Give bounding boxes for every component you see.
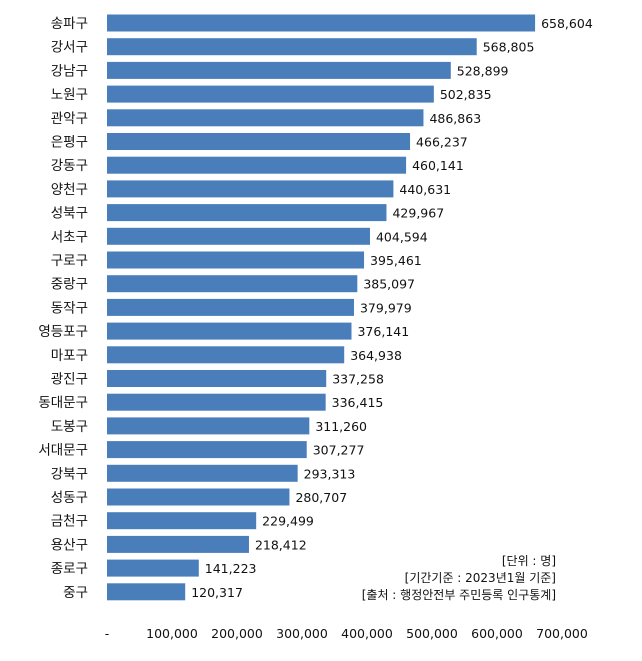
bar-7: [107, 180, 394, 198]
value-labels: 658,604 568,805 528,899 502,835 486,863 466,2…: [191, 16, 593, 600]
bar-21: [107, 512, 257, 530]
category-label: 구로구: [51, 253, 88, 269]
value-label: 486,863: [429, 111, 481, 126]
x-tick-label: 200,000: [211, 626, 263, 641]
category-label: 서대문구: [38, 443, 88, 459]
x-axis-ticks: - 100,000 200,000 300,000 400,000 500,000 600,…: [105, 626, 588, 641]
value-label: 229,499: [262, 514, 314, 529]
bar-6: [107, 156, 407, 174]
x-tick-label: 400,000: [341, 626, 393, 641]
value-label: 120,317: [191, 585, 243, 600]
note-source: [출처 : 행정안전부 주민등록 인구통계]: [362, 587, 556, 602]
bar-18: [107, 441, 307, 459]
category-label: 강북구: [51, 466, 88, 482]
bar-1: [107, 38, 477, 56]
category-label: 성동구: [51, 490, 88, 506]
category-label: 중구: [63, 585, 88, 601]
category-label: 용산구: [51, 537, 88, 553]
category-label: 중랑구: [51, 277, 88, 293]
bar-11: [107, 275, 358, 293]
category-label: 강서구: [51, 40, 88, 56]
bar-14: [107, 346, 345, 364]
x-tick-label: 300,000: [276, 626, 328, 641]
category-label: 송파구: [51, 16, 88, 32]
category-label: 광진구: [51, 372, 88, 388]
bar-8: [107, 204, 387, 222]
category-label: 노원구: [51, 87, 88, 103]
note-unit: [단위 : 명]: [502, 554, 556, 568]
bar-4: [107, 109, 424, 127]
category-label: 금천구: [51, 514, 88, 530]
value-label: 460,141: [412, 158, 464, 173]
category-label: 동대문구: [38, 395, 88, 411]
value-label: 218,412: [255, 537, 307, 552]
bar-15: [107, 370, 327, 387]
category-label: 관악구: [51, 111, 88, 127]
bar-12: [107, 298, 354, 316]
bar-9: [107, 227, 370, 245]
value-label: 376,141: [357, 324, 409, 339]
category-label: 은평구: [51, 135, 88, 151]
value-label: 280,707: [295, 490, 347, 505]
bar-13: [107, 322, 352, 340]
value-label: 337,258: [332, 372, 384, 387]
x-tick-label: 600,000: [471, 626, 523, 641]
category-label: 성북구: [51, 206, 88, 222]
chart-notes: [단위 : 명] [기간기준 : 2023년1월 기준] [출처 : 행정안전부…: [362, 554, 556, 602]
bar-3: [107, 85, 434, 103]
bar-10: [107, 251, 365, 269]
category-label: 마포구: [51, 348, 88, 364]
value-label: 440,631: [399, 182, 451, 197]
category-label: 양천구: [51, 182, 88, 198]
x-tick-label: 500,000: [406, 626, 458, 641]
bar-24: [107, 583, 186, 601]
category-label: 동작구: [51, 300, 88, 316]
bar-19: [107, 464, 298, 482]
category-label: 영등포구: [38, 324, 88, 340]
value-label: 293,313: [304, 466, 356, 481]
value-label: 568,805: [483, 40, 535, 55]
value-label: 336,415: [332, 395, 384, 410]
bar-0: [107, 14, 536, 32]
value-label: 311,260: [315, 419, 367, 434]
category-label: 서초구: [51, 229, 88, 245]
value-label: 141,223: [205, 561, 257, 576]
value-label: 385,097: [363, 277, 415, 292]
value-label: 466,237: [416, 135, 468, 150]
value-label: 429,967: [392, 206, 444, 221]
bar-16: [107, 393, 326, 411]
category-labels: 송파구강서구강남구노원구관악구은평구강동구양천구성북구서초구구로구중랑구동작구영…: [38, 16, 88, 601]
bar-2: [107, 61, 451, 79]
bar-20: [107, 488, 290, 506]
value-label: 307,277: [313, 443, 365, 458]
bar-5: [107, 133, 411, 150]
value-label: 528,899: [457, 63, 509, 78]
x-tick-label: -: [105, 626, 110, 641]
category-label: 도봉구: [51, 419, 88, 435]
category-label: 강동구: [51, 158, 88, 174]
value-label: 395,461: [370, 253, 422, 268]
bar-17: [107, 417, 310, 435]
bar-22: [107, 535, 249, 553]
value-label: 658,604: [541, 16, 593, 31]
note-period: [기간기준 : 2023년1월 기준]: [405, 571, 556, 585]
category-label: 종로구: [51, 561, 88, 577]
value-label: 364,938: [350, 348, 402, 363]
category-label: 강남구: [51, 63, 88, 79]
x-tick-label: 100,000: [146, 626, 198, 641]
value-label: 502,835: [440, 87, 492, 102]
bars-group: [107, 14, 536, 601]
value-label: 404,594: [376, 229, 428, 244]
x-tick-label: 700,000: [536, 626, 588, 641]
value-label: 379,979: [360, 300, 412, 315]
bar-23: [107, 559, 199, 577]
